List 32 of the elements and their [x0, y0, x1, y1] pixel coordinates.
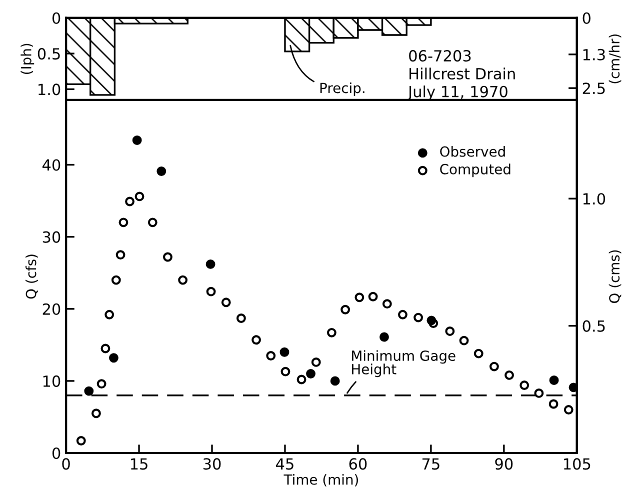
y-tick-label: 20 — [42, 303, 60, 315]
y2-tick-label: 1.0 — [583, 193, 606, 205]
x-tick-label: 105 — [564, 458, 590, 470]
y-tick-label: 0 — [52, 12, 60, 24]
y2-tick-label: 0.5 — [582, 320, 605, 332]
x-tick-label: 30 — [203, 458, 221, 470]
y-tick-label: 0.5 — [38, 48, 60, 60]
x-tick-label: 45 — [276, 458, 294, 470]
y-tick-label: 0 — [52, 447, 60, 460]
y-tick-label: 30 — [42, 231, 60, 243]
y-axis-title: Q (cfs) — [26, 254, 38, 299]
y-tick-label: 40 — [42, 159, 60, 171]
y-tick-label: 10 — [43, 375, 60, 387]
y2-tick-label: 2.5 — [582, 82, 605, 94]
y2-tick-label: 1.3 — [583, 48, 605, 60]
annotation: Precip. — [320, 82, 364, 96]
legend-label: Computed — [440, 164, 510, 178]
x-tick-label: 0 — [62, 458, 70, 470]
annotation: 06-7203 — [409, 50, 471, 62]
y2-tick-label: 0 — [582, 12, 590, 24]
y2-axis-title: (cm/hr) — [608, 34, 622, 84]
y2-axis-title: Q (cms) — [608, 250, 622, 303]
annotation: Hillcrest Drain — [410, 68, 515, 80]
ref-line-label: Minimum Gage Height — [352, 350, 456, 378]
x-tick-label: 75 — [422, 458, 440, 470]
y-tick-label: 1.0 — [38, 84, 60, 96]
x-tick-label: 15 — [130, 458, 148, 470]
legend-label: Observed — [440, 146, 505, 157]
x-axis-title: Time (min) — [284, 474, 358, 486]
x-tick-label: 60 — [349, 458, 367, 470]
x-tick-label: 90 — [495, 458, 513, 470]
y-axis-title: (Iph) — [20, 44, 34, 74]
